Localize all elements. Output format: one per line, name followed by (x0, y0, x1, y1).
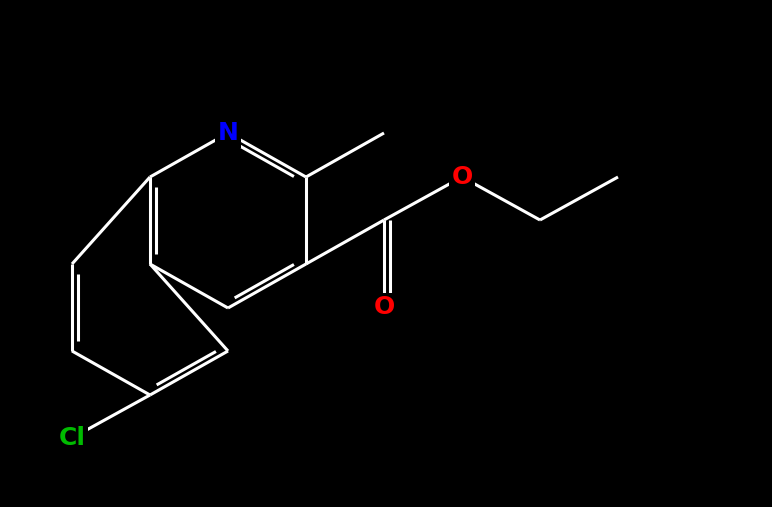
Text: N: N (218, 121, 239, 145)
Text: O: O (374, 295, 394, 319)
Text: O: O (452, 165, 472, 189)
Text: Cl: Cl (59, 426, 86, 450)
